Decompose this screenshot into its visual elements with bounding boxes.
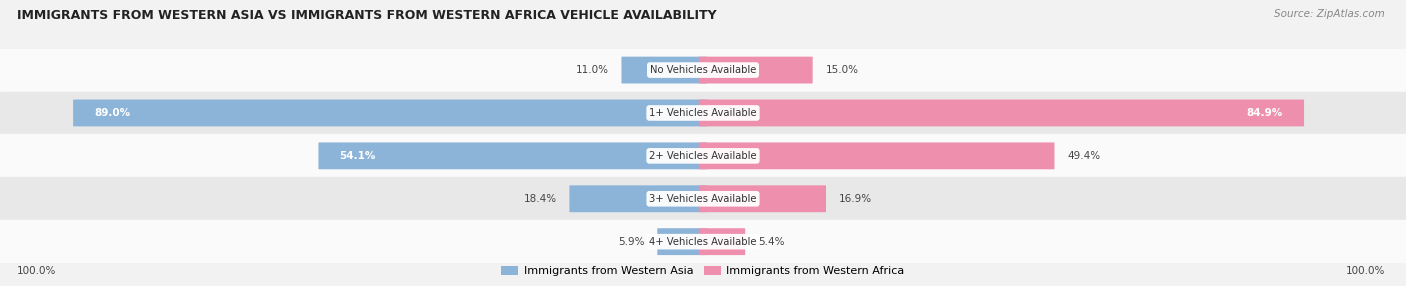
- Bar: [0, 92, 1406, 134]
- Legend: Immigrants from Western Asia, Immigrants from Western Africa: Immigrants from Western Asia, Immigrants…: [496, 261, 910, 281]
- Text: 84.9%: 84.9%: [1247, 108, 1284, 118]
- Bar: [0, 220, 1406, 263]
- FancyBboxPatch shape: [699, 142, 1054, 169]
- FancyBboxPatch shape: [318, 142, 707, 169]
- FancyBboxPatch shape: [657, 228, 707, 255]
- FancyBboxPatch shape: [699, 228, 745, 255]
- Text: 3+ Vehicles Available: 3+ Vehicles Available: [650, 194, 756, 204]
- FancyBboxPatch shape: [621, 57, 707, 84]
- Bar: [0, 49, 1406, 92]
- Text: 18.4%: 18.4%: [523, 194, 557, 204]
- Bar: [0, 134, 1406, 177]
- Text: No Vehicles Available: No Vehicles Available: [650, 65, 756, 75]
- Text: 11.0%: 11.0%: [576, 65, 609, 75]
- Text: Source: ZipAtlas.com: Source: ZipAtlas.com: [1274, 9, 1385, 19]
- Text: IMMIGRANTS FROM WESTERN ASIA VS IMMIGRANTS FROM WESTERN AFRICA VEHICLE AVAILABIL: IMMIGRANTS FROM WESTERN ASIA VS IMMIGRAN…: [17, 9, 717, 21]
- FancyBboxPatch shape: [699, 57, 813, 84]
- Text: 100.0%: 100.0%: [1346, 266, 1385, 276]
- Text: 49.4%: 49.4%: [1067, 151, 1101, 161]
- FancyBboxPatch shape: [73, 100, 707, 126]
- Text: 1+ Vehicles Available: 1+ Vehicles Available: [650, 108, 756, 118]
- Text: 100.0%: 100.0%: [17, 266, 56, 276]
- Text: 5.4%: 5.4%: [758, 237, 785, 247]
- FancyBboxPatch shape: [699, 100, 1305, 126]
- Text: 4+ Vehicles Available: 4+ Vehicles Available: [650, 237, 756, 247]
- Text: 89.0%: 89.0%: [94, 108, 131, 118]
- Text: 16.9%: 16.9%: [839, 194, 872, 204]
- Bar: [0, 177, 1406, 220]
- Text: 5.9%: 5.9%: [619, 237, 644, 247]
- Text: 54.1%: 54.1%: [340, 151, 375, 161]
- Text: 15.0%: 15.0%: [825, 65, 858, 75]
- Text: 2+ Vehicles Available: 2+ Vehicles Available: [650, 151, 756, 161]
- FancyBboxPatch shape: [569, 185, 707, 212]
- FancyBboxPatch shape: [699, 185, 827, 212]
